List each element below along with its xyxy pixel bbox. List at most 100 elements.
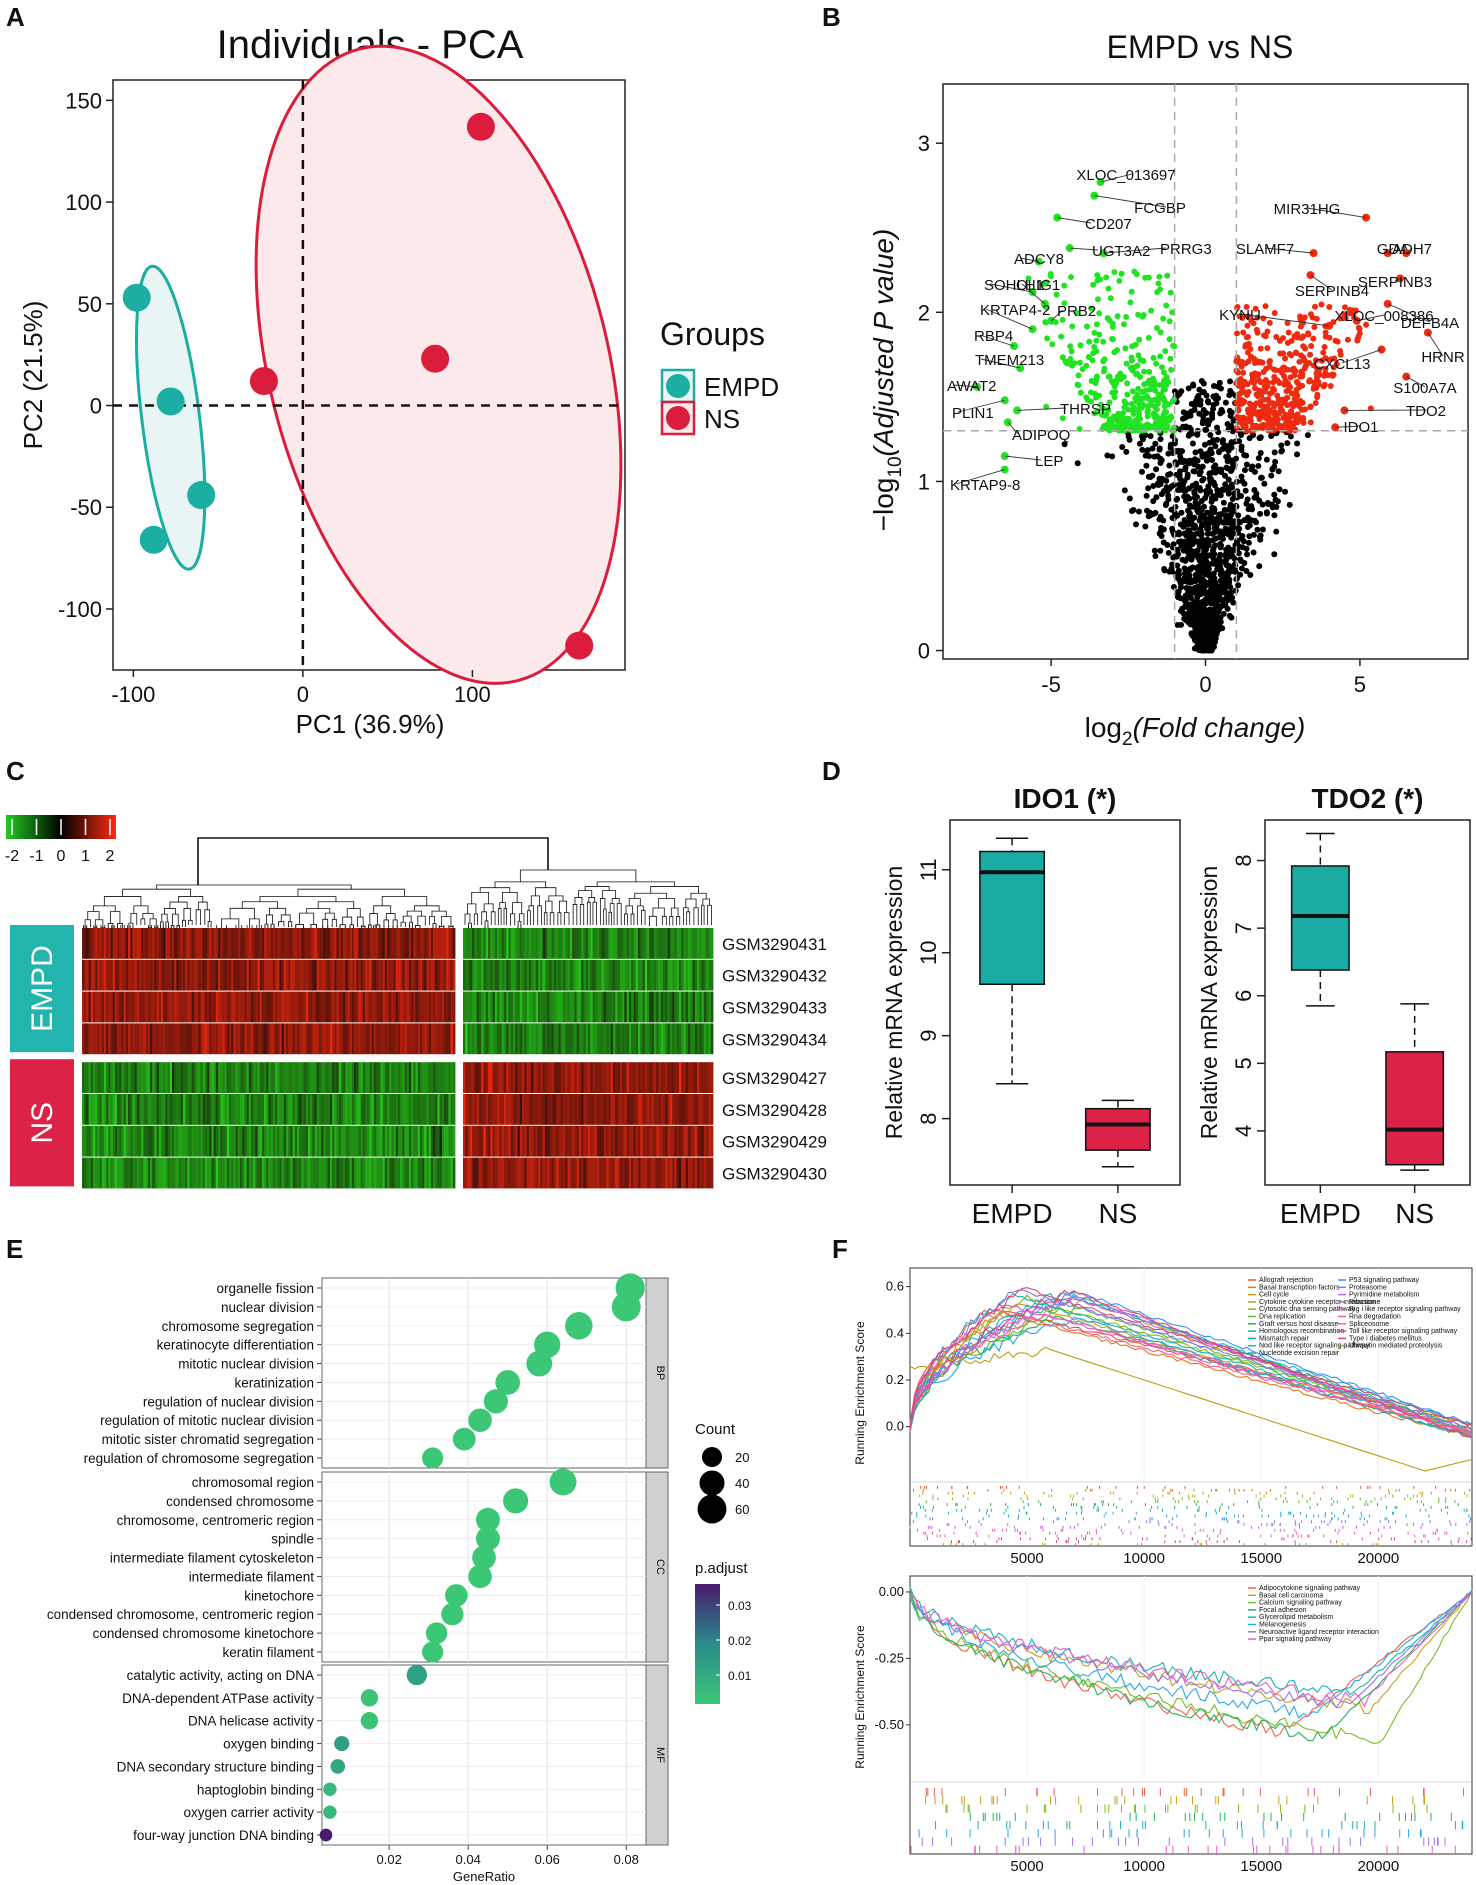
- heatmap-cell: [382, 1157, 386, 1189]
- volcano-point-ns: [1244, 515, 1251, 522]
- heatmap-cell: [327, 959, 331, 991]
- heatmap-cell: [430, 1062, 434, 1093]
- volcano-label-connector: [1069, 247, 1099, 251]
- heatmap-cell: [567, 1023, 571, 1055]
- heatmap-cell: [524, 959, 528, 991]
- volcano-point-ns: [1126, 436, 1133, 443]
- heatmap-cell: [701, 1125, 705, 1157]
- heatmap-cell: [626, 928, 630, 959]
- heatmap-cell: [196, 1125, 199, 1157]
- heatmap-cell: [101, 1062, 105, 1093]
- heatmap-cell: [101, 1125, 105, 1157]
- volcano-point-up: [1261, 383, 1268, 390]
- heatmap-key-tick-label: 1: [81, 848, 90, 865]
- heatmap-cell: [90, 928, 94, 959]
- heatmap-cell: [345, 991, 348, 1023]
- heatmap-cell: [569, 1125, 573, 1157]
- heatmap-cell: [270, 928, 274, 959]
- heatmap-cell: [250, 1062, 254, 1093]
- heatmap-cell: [204, 1094, 208, 1125]
- panel-d-letter: D: [822, 756, 841, 786]
- heatmap-cell: [406, 1157, 410, 1189]
- heatmap-cell: [667, 1062, 671, 1093]
- heatmap-cell: [699, 1023, 703, 1055]
- heatmap-cell: [347, 991, 351, 1023]
- volcano-point-ns: [1205, 398, 1212, 405]
- heatmap-cell: [513, 1094, 516, 1125]
- boxplot-frame: [949, 819, 1181, 1186]
- volcano-point-ns: [1209, 412, 1216, 419]
- heatmap-cell: [316, 1094, 320, 1125]
- volcano-point-ns: [1192, 398, 1199, 405]
- volcano-point-ns: [1152, 440, 1159, 447]
- volcano-point-ns: [1189, 541, 1196, 548]
- heatmap-cell: [147, 928, 151, 959]
- volcano-point-up: [1251, 385, 1258, 392]
- heatmap-cell: [154, 1125, 157, 1157]
- heatmap-cell: [187, 1023, 190, 1055]
- heatmap-cell: [351, 928, 355, 959]
- volcano-point-ns: [1209, 547, 1216, 554]
- heatmap-cell: [351, 1094, 355, 1125]
- heatmap-cell: [376, 1157, 379, 1189]
- heatmap-cell: [358, 1023, 362, 1055]
- heatmap-cell: [492, 991, 496, 1023]
- heatmap-cell: [191, 1023, 195, 1055]
- heatmap-cell: [112, 1125, 116, 1157]
- heatmap-cell: [378, 1157, 381, 1189]
- volcano-point-ns: [1257, 510, 1264, 517]
- volcano-point-up: [1296, 358, 1303, 365]
- dendrogram-branch: [535, 887, 557, 896]
- volcano-point-up: [1316, 366, 1323, 373]
- heatmap-cell: [601, 991, 605, 1023]
- heatmap-cell: [708, 1157, 712, 1189]
- heatmap-cell: [393, 1125, 397, 1157]
- heatmap-cell: [585, 1062, 589, 1093]
- heatmap-cell: [318, 991, 322, 1023]
- heatmap-cell: [130, 928, 133, 959]
- heatmap-cell: [583, 959, 587, 991]
- heatmap-cell: [312, 1023, 315, 1055]
- heatmap-cell: [90, 991, 94, 1023]
- volcano-point-down: [1100, 358, 1107, 365]
- heatmap-cell: [275, 1094, 278, 1125]
- heatmap-cell: [136, 1062, 140, 1093]
- heatmap-cell: [576, 1125, 580, 1157]
- heatmap-cell: [553, 1157, 557, 1189]
- heatmap-cell: [441, 1094, 445, 1125]
- volcano-point-down: [1165, 379, 1172, 386]
- heatmap-cell: [603, 1094, 607, 1125]
- heatmap-cell: [180, 1023, 184, 1055]
- heatmap-cell: [649, 959, 653, 991]
- volcano-point-ns: [1177, 521, 1184, 528]
- heatmap-cell: [531, 959, 534, 991]
- heatmap-cell: [86, 1023, 89, 1055]
- heatmap-cell: [213, 1125, 217, 1157]
- heatmap-cell: [97, 1094, 100, 1125]
- heatmap-cell: [373, 959, 377, 991]
- dendrogram-branch: [266, 914, 273, 925]
- heatmap-cell: [244, 1023, 247, 1055]
- heatmap-cell: [465, 1125, 468, 1157]
- heatmap-cell: [334, 928, 337, 959]
- heatmap-cell: [674, 928, 678, 959]
- volcano-point-ns: [1214, 489, 1221, 496]
- heatmap-cell: [590, 1094, 593, 1125]
- heatmap-cell: [413, 1094, 416, 1125]
- volcano-point-up: [1238, 363, 1245, 370]
- heatmap-cell: [349, 1094, 353, 1125]
- heatmap-cell: [382, 1094, 386, 1125]
- volcano-point-down: [1152, 421, 1159, 428]
- volcano-point-down: [1093, 373, 1100, 380]
- volcano-point-down: [1157, 286, 1164, 293]
- heatmap-cell: [678, 1094, 682, 1125]
- heatmap-cell: [310, 1094, 313, 1125]
- heatmap-cell: [382, 1125, 386, 1157]
- heatmap-cell: [264, 1125, 267, 1157]
- heatmap-cell: [653, 959, 657, 991]
- heatmap-cell: [413, 928, 416, 959]
- volcano-label-connector: [1057, 217, 1092, 224]
- volcano-point-up: [1269, 424, 1276, 431]
- heatmap-cell: [408, 991, 412, 1023]
- heatmap-cell: [481, 1062, 484, 1093]
